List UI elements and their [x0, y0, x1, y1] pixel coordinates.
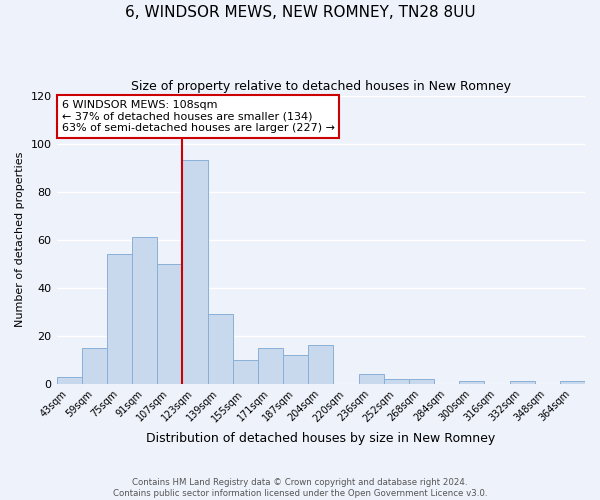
- X-axis label: Distribution of detached houses by size in New Romney: Distribution of detached houses by size …: [146, 432, 496, 445]
- Bar: [208, 314, 233, 384]
- Bar: [107, 254, 132, 384]
- Bar: [258, 348, 283, 384]
- Title: Size of property relative to detached houses in New Romney: Size of property relative to detached ho…: [131, 80, 511, 93]
- Bar: [233, 360, 258, 384]
- Bar: [82, 348, 107, 384]
- Bar: [308, 346, 334, 384]
- Bar: [560, 382, 585, 384]
- Y-axis label: Number of detached properties: Number of detached properties: [15, 152, 25, 328]
- Bar: [283, 355, 308, 384]
- Text: Contains HM Land Registry data © Crown copyright and database right 2024.
Contai: Contains HM Land Registry data © Crown c…: [113, 478, 487, 498]
- Bar: [359, 374, 383, 384]
- Bar: [132, 238, 157, 384]
- Text: 6 WINDSOR MEWS: 108sqm
← 37% of detached houses are smaller (134)
63% of semi-de: 6 WINDSOR MEWS: 108sqm ← 37% of detached…: [62, 100, 335, 133]
- Bar: [182, 160, 208, 384]
- Bar: [157, 264, 182, 384]
- Bar: [509, 382, 535, 384]
- Bar: [383, 379, 409, 384]
- Bar: [56, 376, 82, 384]
- Bar: [409, 379, 434, 384]
- Text: 6, WINDSOR MEWS, NEW ROMNEY, TN28 8UU: 6, WINDSOR MEWS, NEW ROMNEY, TN28 8UU: [125, 5, 475, 20]
- Bar: [459, 382, 484, 384]
